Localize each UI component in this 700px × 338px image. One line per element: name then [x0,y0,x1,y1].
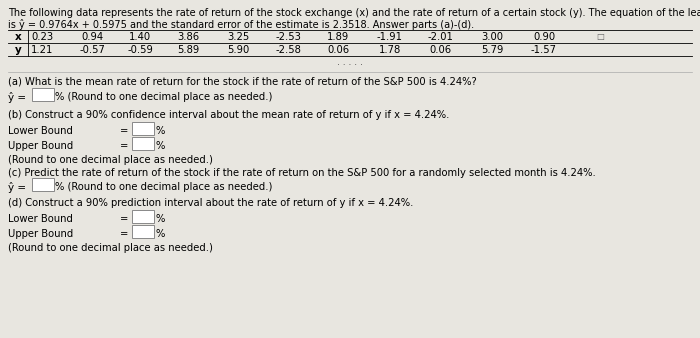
Bar [132,225,154,238]
Bar [132,137,154,150]
Text: ŷ =: ŷ = [8,92,26,103]
Text: 3.86: 3.86 [177,32,199,42]
Text: is ŷ = 0.9764x + 0.5975 and the standard error of the estimate is 2.3518. Answer: is ŷ = 0.9764x + 0.5975 and the standard… [8,19,474,30]
Text: Lower Bound: Lower Bound [8,214,73,224]
Text: 5.89: 5.89 [177,45,199,55]
Text: (Round to one decimal place as needed.): (Round to one decimal place as needed.) [8,243,213,253]
Bar [132,210,154,223]
Text: 0.23: 0.23 [31,32,53,42]
Text: % (Round to one decimal place as needed.): % (Round to one decimal place as needed.… [55,92,272,102]
Text: 5.79: 5.79 [481,45,503,55]
Text: %: % [155,214,164,224]
Text: 0.06: 0.06 [429,45,451,55]
Text: 3.00: 3.00 [481,32,503,42]
Text: -2.58: -2.58 [275,45,301,55]
Text: =: = [120,141,128,151]
Text: Upper Bound: Upper Bound [8,229,74,239]
Text: y: y [15,45,22,55]
Text: (c) Predict the rate of return of the stock if the rate of return on the S&P 500: (c) Predict the rate of return of the st… [8,168,596,178]
Bar [132,122,154,135]
Text: (Round to one decimal place as needed.): (Round to one decimal place as needed.) [8,155,213,165]
Text: =: = [120,126,128,136]
Bar [32,88,54,101]
Text: · · · · ·: · · · · · [337,61,363,70]
Text: □: □ [596,32,604,41]
Text: 5.90: 5.90 [227,45,249,55]
Text: Lower Bound: Lower Bound [8,126,73,136]
Bar [32,178,54,191]
Text: 1.78: 1.78 [379,45,401,55]
Text: (b) Construct a 90% confidence interval about the mean rate of return of y if x : (b) Construct a 90% confidence interval … [8,110,449,120]
Text: -2.53: -2.53 [275,32,301,42]
Text: 3.25: 3.25 [227,32,249,42]
Text: (a) What is the mean rate of return for the stock if the rate of return of the S: (a) What is the mean rate of return for … [8,76,477,86]
Text: =: = [120,214,128,224]
Text: -1.57: -1.57 [531,45,557,55]
Text: The following data represents the rate of return of the stock exchange (x) and t: The following data represents the rate o… [8,8,700,18]
Text: 0.94: 0.94 [81,32,103,42]
Text: %: % [155,229,164,239]
Text: -2.01: -2.01 [427,32,453,42]
Text: 1.21: 1.21 [31,45,53,55]
Text: %: % [155,141,164,151]
Text: =: = [120,229,128,239]
Text: 1.89: 1.89 [327,32,349,42]
Text: 0.06: 0.06 [327,45,349,55]
Text: -0.59: -0.59 [127,45,153,55]
Text: x: x [15,32,22,42]
Text: (d) Construct a 90% prediction interval about the rate of return of y if x = 4.2: (d) Construct a 90% prediction interval … [8,198,414,208]
Text: -1.91: -1.91 [377,32,403,42]
Text: 0.90: 0.90 [533,32,555,42]
Text: % (Round to one decimal place as needed.): % (Round to one decimal place as needed.… [55,182,272,192]
Text: ŷ =: ŷ = [8,182,26,193]
Text: Upper Bound: Upper Bound [8,141,74,151]
Text: -0.57: -0.57 [79,45,105,55]
Text: %: % [155,126,164,136]
Text: 1.40: 1.40 [129,32,151,42]
